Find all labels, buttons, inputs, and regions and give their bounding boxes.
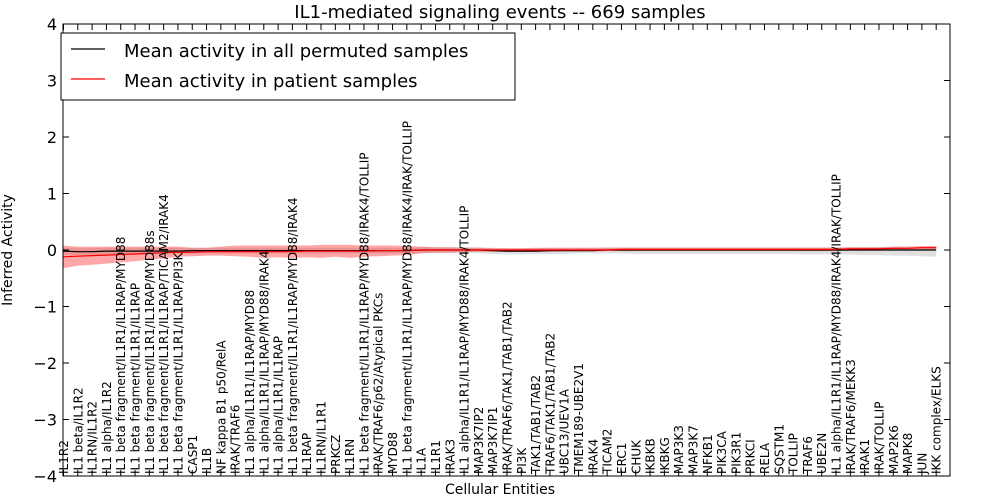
x-tick-label: TMEM189-UBE2V1 (572, 363, 586, 475)
x-tick-label: MAPK8 (901, 433, 915, 474)
x-tick-label: JUN (915, 453, 929, 475)
x-tick-label: IRAK1 (858, 439, 872, 474)
y-tick-label: 2 (47, 128, 57, 147)
x-tick-label: MAP3K3 (672, 425, 686, 474)
x-tick-label: IL1 alpha/IL1R2 (100, 381, 114, 474)
x-tick-label: TRAF6 (801, 436, 815, 475)
chart-title: IL1-mediated signaling events -- 669 sam… (294, 2, 705, 23)
y-tick-label: 3 (47, 72, 57, 91)
y-tick-label: 1 (47, 185, 57, 204)
x-tick-label: IKBKG (658, 437, 672, 474)
x-tick-label: IL1A (415, 447, 429, 474)
y-tick-label: −4 (33, 467, 57, 486)
y-axis-ticks: −4 −3 −2 −1 0 1 2 3 4 (33, 15, 950, 486)
legend-label-permuted: Mean activity in all permuted samples (124, 41, 468, 62)
x-tick-label: MAP3K7 (687, 425, 701, 474)
x-tick-label: IL1 alpha/IL1R1/IL1RAP (272, 336, 286, 474)
x-tick-label: IRAK/TRAF6/TAK1/TAB1/TAB2 (501, 301, 515, 474)
x-tick-label: IL1 beta/IL1R2 (71, 387, 85, 474)
x-tick-label: IL1RAP (300, 433, 314, 474)
x-tick-label: IRAK/TRAF6 (229, 405, 243, 474)
x-tick-label: MYD88 (386, 432, 400, 474)
x-tick-label: IL1 alpha/IL1R1/IL1RAP/MYD88/IRAK4/TOLLI… (458, 206, 472, 474)
x-tick-label: MAP2K6 (887, 425, 901, 474)
x-tick-label: IL1R1 (429, 440, 443, 474)
x-tick-label: IL1 beta fragment/IL1R1/IL1RAP/MYD88s (143, 230, 157, 474)
x-tick-label: TOLLIP (787, 433, 801, 475)
x-tick-label: RELA (758, 442, 772, 474)
y-axis-label: Inferred Activity (0, 194, 16, 306)
x-tick-labels: IL1R2 IL1 beta/IL1R2 IL1RN/IL1R2 IL1 alpha/… (57, 24, 944, 476)
x-tick-label: IL1 beta fragment/IL1R1/IL1RAP/MYD88/IRA… (357, 153, 371, 474)
x-tick-label: IRAK4 (586, 439, 600, 474)
x-tick-label: IKK complex/ELKS (930, 366, 944, 474)
series-lines (63, 247, 937, 258)
x-tick-label: IL1B (200, 448, 214, 474)
x-tick-label: TAK1/TAB1/TAB2 (529, 375, 543, 475)
x-tick-label: UBE2N (815, 433, 829, 474)
x-tick-label: IL1 alpha/IL1R1/IL1RAP/MYD88/IRAK4/IRAK/… (830, 174, 844, 474)
x-tick-label: IL1RN/IL1R2 (86, 401, 100, 474)
x-tick-label: PRKCZ (329, 435, 343, 474)
x-tick-label: IL1R2 (57, 440, 71, 474)
y-tick-label: 4 (47, 15, 57, 34)
legend-box (60, 32, 516, 101)
x-tick-label: IRAK/TRAF6/MEKK3 (844, 359, 858, 474)
x-axis-label: Cellular Entities (445, 482, 555, 498)
x-tick-label: UBC13/UEV1A (558, 388, 572, 474)
x-tick-label: IL1 beta fragment/IL1R1/IL1RAP (129, 283, 143, 474)
x-tick-label: NFKB1 (701, 434, 715, 474)
y-tick-label: −2 (33, 354, 57, 373)
x-tick-label: IL1 alpha/IL1R1/IL1RAP/MYD88/IRAK4 (257, 251, 271, 474)
x-tick-label: PIK3CA (715, 430, 729, 474)
x-tick-label: SQSTM1 (772, 424, 786, 474)
x-tick-label: IL1RN (343, 439, 357, 474)
x-tick-label: IL1 beta fragment/IL1R1/IL1RAP/MYD88/IRA… (286, 197, 300, 474)
x-tick-label: MAP3K7IP1 (486, 407, 500, 474)
y-tick-label: −3 (33, 411, 57, 430)
series-line-patient (63, 247, 937, 258)
x-tick-label: IKBKB (644, 438, 658, 474)
x-tick-label: IL1 beta fragment/IL1R1/IL1RAP/MYD88/IRA… (400, 121, 414, 474)
x-tick-label: PRKCI (744, 439, 758, 474)
x-tick-label: IRAK/TOLLIP (873, 402, 887, 474)
x-tick-label: IL1RN/IL1R1 (315, 401, 329, 474)
y-tick-label: −1 (33, 298, 57, 317)
x-tick-label: CASP1 (186, 435, 200, 474)
legend: Mean activity in all permuted samples Me… (60, 32, 516, 101)
x-tick-label: IL1 beta fragment/IL1R1/IL1RAP/MYD88 (114, 237, 128, 474)
x-tick-label: TICAM2 (601, 429, 615, 475)
x-tick-label: IRAK/TRAF6/p62/Atypical PKCs (372, 293, 386, 474)
x-tick-label: NF kappa B1 p50/RelA (214, 340, 228, 474)
legend-label-patient: Mean activity in patient samples (124, 71, 418, 92)
x-tick-label: IRAK3 (443, 439, 457, 474)
plot-frame (62, 23, 951, 477)
x-tick-label: IL1 beta fragment/IL1R1/IL1RAP/PI3K (172, 251, 186, 474)
x-tick-label: IL1 alpha/IL1R1/IL1RAP/MYD88 (243, 290, 257, 474)
x-tick-label: PI3K (515, 447, 529, 474)
x-tick-label: PIK3R1 (729, 432, 743, 474)
x-tick-label: MAP3K7IP2 (472, 407, 486, 474)
x-tick-label: ERC1 (615, 443, 629, 474)
x-tick-label: TRAF6/TAK1/TAB1/TAB2 (543, 333, 557, 475)
y-tick-label: 0 (47, 241, 57, 260)
x-tick-label: IL1 beta fragment/IL1R1/IL1RAP/TICAM2/IR… (157, 194, 171, 474)
x-tick-label: CHUK (629, 439, 643, 474)
